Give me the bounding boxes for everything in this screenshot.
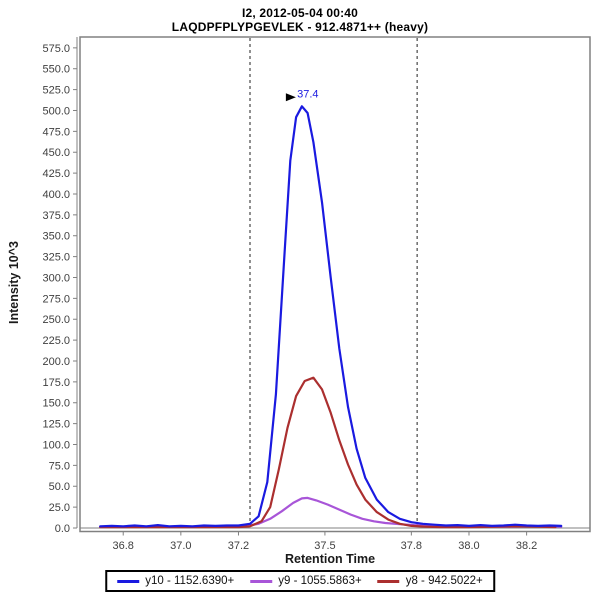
y-tick-label: 200.0 xyxy=(42,356,70,368)
y-tick-label: 125.0 xyxy=(42,419,70,431)
x-tick-label: 37.2 xyxy=(228,540,249,552)
y8-line-swatch-icon xyxy=(377,579,400,583)
x-tick-label: 37.8 xyxy=(401,540,422,552)
y-tick-label: 325.0 xyxy=(42,252,70,264)
x-tick-label: 38.0 xyxy=(458,540,479,552)
y-tick-label: 100.0 xyxy=(42,439,70,451)
legend-label-y10: y10 - 1152.6390+ xyxy=(145,575,235,587)
y-tick-label: 525.0 xyxy=(42,85,70,97)
y-tick-label: 275.0 xyxy=(42,293,70,305)
y-tick-label: 50.0 xyxy=(49,481,70,493)
y-tick-label: 575.0 xyxy=(42,43,70,55)
y-tick-label: 425.0 xyxy=(42,168,70,180)
peak-pointer-icon xyxy=(285,93,296,102)
y-tick-label: 500.0 xyxy=(42,105,70,117)
y-tick-label: 300.0 xyxy=(42,272,70,284)
y-tick-label: 175.0 xyxy=(42,377,70,389)
y-tick-label: 550.0 xyxy=(42,64,70,76)
y-tick-label: 225.0 xyxy=(42,335,70,347)
legend-item-y10: y10 - 1152.6390+ xyxy=(117,575,234,587)
y-tick-label: 350.0 xyxy=(42,231,70,243)
y-axis-title: Intensity 10^3 xyxy=(7,241,21,324)
y-tick-label: 400.0 xyxy=(42,189,70,201)
y-tick-label: 450.0 xyxy=(42,147,70,159)
y-tick-label: 150.0 xyxy=(42,398,70,410)
legend-label-y8: y8 - 942.5022+ xyxy=(405,575,483,587)
x-tick-label: 37.0 xyxy=(170,540,191,552)
legend-item-y8: y8 - 942.5022+ xyxy=(377,575,483,587)
plot-border xyxy=(79,36,591,533)
series-line-y10 xyxy=(99,105,563,528)
x-axis-title: Retention Time xyxy=(285,552,375,566)
legend: y10 - 1152.6390+ y9 - 1055.5863+ y8 - 94… xyxy=(105,570,495,592)
y-tick-label: 375.0 xyxy=(42,210,70,222)
y10-line-swatch-icon xyxy=(117,579,140,583)
chart-title: I2, 2012-05-04 00:40 xyxy=(241,6,359,20)
x-tick-label: 38.2 xyxy=(516,540,537,552)
legend-item-y9: y9 - 1055.5863+ xyxy=(250,575,362,587)
x-tick-label: 36.8 xyxy=(113,540,134,552)
series-line-y8 xyxy=(99,376,557,529)
chart-subtitle: LAQDPFPLYPGEVLEK - 912.4871++ (heavy) xyxy=(171,20,429,34)
x-tick-label: 37.5 xyxy=(314,540,335,552)
y-tick-label: 250.0 xyxy=(42,314,70,326)
y-tick-label: 0.0 xyxy=(55,523,70,535)
y9-line-swatch-icon xyxy=(250,579,273,583)
y-tick-label: 475.0 xyxy=(42,126,70,138)
peak-rt-label: 37.4 xyxy=(297,88,318,100)
y-tick-label: 25.0 xyxy=(49,502,70,514)
legend-label-y9: y9 - 1055.5863+ xyxy=(278,575,362,587)
y-tick-label: 75.0 xyxy=(49,460,70,472)
